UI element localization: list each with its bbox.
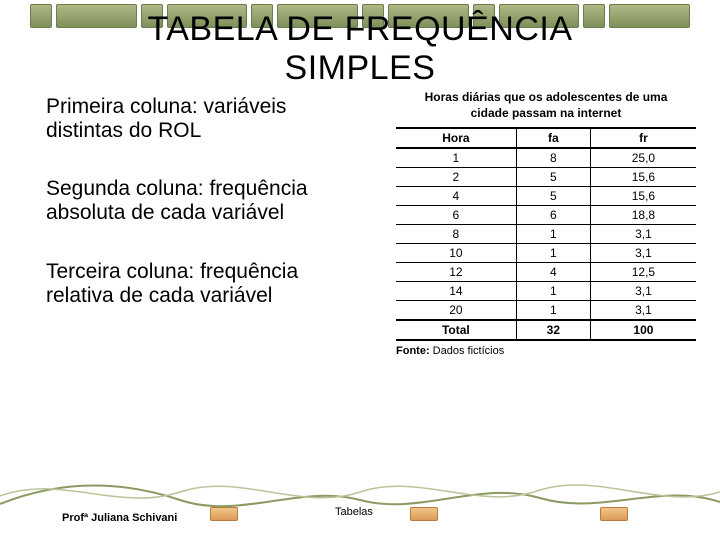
footer-topic: Tabelas <box>335 506 373 518</box>
col-header: fa <box>516 128 590 148</box>
paragraph-2: Segunda coluna: frequência absoluta de c… <box>46 177 356 225</box>
paragraph-3: Terceira coluna: frequência relativa de … <box>46 260 356 308</box>
table-cell: 5 <box>516 168 590 187</box>
table-row: 2515,6 <box>396 168 696 187</box>
slide-title: TABELA DE FREQUÊNCIA SIMPLES <box>0 10 720 88</box>
table-cell: 1 <box>516 244 590 263</box>
table-cell: 12,5 <box>590 263 696 282</box>
table-cell: 3,1 <box>590 225 696 244</box>
table-row: 12412,5 <box>396 263 696 282</box>
table-cell: 1 <box>516 225 590 244</box>
table-cell: 8 <box>396 225 516 244</box>
table-cell: 8 <box>516 148 590 168</box>
footer-author: Profª Juliana Schivani <box>62 512 177 524</box>
table-cell: 20 <box>396 301 516 321</box>
table-cell: 3,1 <box>590 244 696 263</box>
footer-decor-box <box>210 507 238 521</box>
table-header-row: Hora fa fr <box>396 128 696 148</box>
table-cell: 6 <box>516 206 590 225</box>
table-cell: 4 <box>396 187 516 206</box>
table-cell: 12 <box>396 263 516 282</box>
table-cell: 5 <box>516 187 590 206</box>
table-row: 2013,1 <box>396 301 696 321</box>
source-text: Dados fictícios <box>433 345 505 357</box>
title-line-1: TABELA DE FREQUÊNCIA <box>0 10 720 49</box>
source-label: Fonte: <box>396 345 430 357</box>
table-cell: Total <box>396 320 516 340</box>
footer-decor-box <box>600 507 628 521</box>
table-cell: 6 <box>396 206 516 225</box>
table-cell: 1 <box>516 301 590 321</box>
table-cell: 2 <box>396 168 516 187</box>
table-title: Horas diárias que os adolescentes de uma… <box>396 90 696 121</box>
body-text: Primeira coluna: variáveis distintas do … <box>46 95 356 342</box>
table-cell: 3,1 <box>590 301 696 321</box>
table-row: 1013,1 <box>396 244 696 263</box>
footer-decor-box <box>410 507 438 521</box>
frequency-table-figure: Horas diárias que os adolescentes de uma… <box>396 90 696 357</box>
paragraph-1: Primeira coluna: variáveis distintas do … <box>46 95 356 143</box>
table-row: 1413,1 <box>396 282 696 301</box>
table-cell: 10 <box>396 244 516 263</box>
table-cell: 18,8 <box>590 206 696 225</box>
table-cell: 1 <box>396 148 516 168</box>
col-header: Hora <box>396 128 516 148</box>
table-cell: 1 <box>516 282 590 301</box>
table-row: 4515,6 <box>396 187 696 206</box>
table-row: 813,1 <box>396 225 696 244</box>
table-row: 1825,0 <box>396 148 696 168</box>
table-cell: 32 <box>516 320 590 340</box>
footer-area: Profª Juliana Schivani Tabelas <box>0 470 720 540</box>
table-total-row: Total32100 <box>396 320 696 340</box>
table-cell: 4 <box>516 263 590 282</box>
table-cell: 3,1 <box>590 282 696 301</box>
frequency-table: Hora fa fr 1825,02515,64515,66618,8813,1… <box>396 127 696 341</box>
table-source: Fonte: Dados fictícios <box>396 345 696 357</box>
table-cell: 100 <box>590 320 696 340</box>
table-cell: 14 <box>396 282 516 301</box>
col-header: fr <box>590 128 696 148</box>
table-row: 6618,8 <box>396 206 696 225</box>
table-cell: 15,6 <box>590 187 696 206</box>
title-line-2: SIMPLES <box>0 49 720 88</box>
table-cell: 15,6 <box>590 168 696 187</box>
table-cell: 25,0 <box>590 148 696 168</box>
